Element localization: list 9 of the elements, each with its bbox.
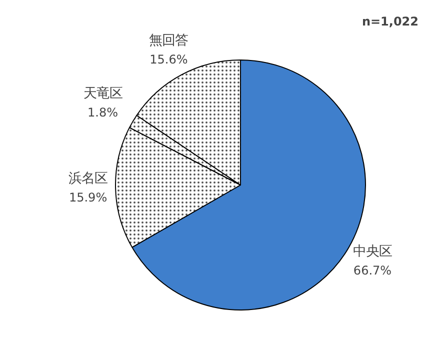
text: n=1,022 <box>362 14 419 28</box>
slice-label: 浜名区 <box>68 171 108 186</box>
slice-label: 無回答 <box>149 33 188 48</box>
data-label: 15.6% <box>150 52 188 66</box>
data-label: 15.9% <box>68 190 108 204</box>
data-label: 66.7% <box>353 263 392 278</box>
slice-label: 天竜区 <box>83 86 122 102</box>
slice-label: 中央区 <box>352 244 392 260</box>
data-label: 1.8% <box>88 106 118 120</box>
